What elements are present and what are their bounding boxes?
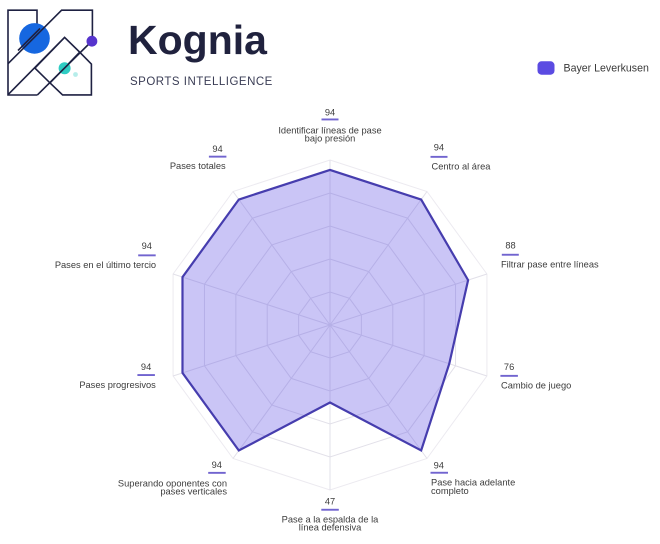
svg-text:94: 94 [434, 460, 444, 470]
svg-text:bajo presión: bajo presión [305, 134, 356, 144]
svg-text:SPORTS INTELLIGENCE: SPORTS INTELLIGENCE [130, 76, 273, 88]
svg-text:47: 47 [325, 497, 335, 507]
svg-text:76: 76 [504, 362, 514, 372]
svg-text:94: 94 [141, 362, 151, 372]
svg-text:94: 94 [212, 144, 222, 154]
svg-text:Kognia: Kognia [128, 17, 268, 63]
svg-text:Pases en el último tercio: Pases en el último tercio [55, 260, 156, 270]
svg-text:Centro al área: Centro al área [432, 162, 492, 172]
svg-text:Superando oponentes con: Superando oponentes con [118, 478, 227, 488]
svg-text:Pase hacia adelante: Pase hacia adelante [431, 478, 515, 488]
svg-text:94: 94 [325, 108, 335, 118]
svg-text:Identificar líneas de pase: Identificar líneas de pase [278, 125, 381, 135]
svg-text:94: 94 [434, 143, 444, 153]
svg-text:94: 94 [212, 460, 222, 470]
svg-text:Pases totales: Pases totales [170, 161, 226, 171]
svg-text:completo: completo [431, 486, 469, 496]
svg-text:88: 88 [505, 241, 515, 251]
svg-text:línea defensiva: línea defensiva [299, 523, 362, 533]
svg-text:Pases progresivos: Pases progresivos [79, 380, 156, 390]
svg-text:Pase a la espalda de la: Pase a la espalda de la [282, 515, 379, 525]
svg-text:Cambio de juego: Cambio de juego [501, 380, 571, 390]
svg-text:Bayer Leverkusen: Bayer Leverkusen [564, 62, 649, 74]
svg-text:pases verticales: pases verticales [160, 487, 227, 497]
svg-text:94: 94 [142, 241, 152, 251]
svg-text:Filtrar pase entre líneas: Filtrar pase entre líneas [501, 259, 599, 269]
